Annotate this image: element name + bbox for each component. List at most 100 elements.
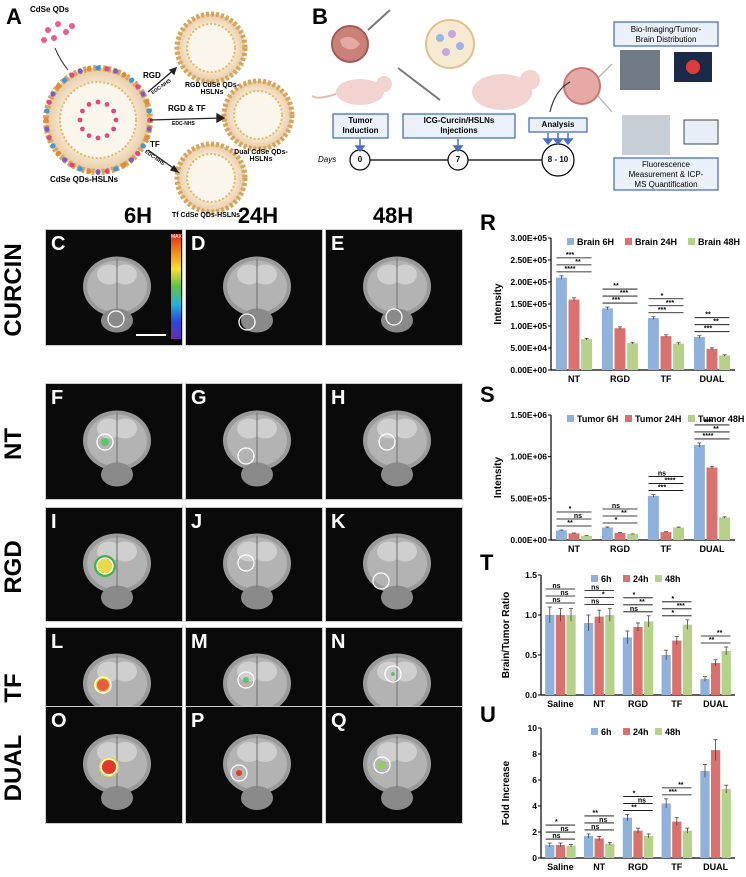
colorbar-max-label: MAX	[171, 234, 182, 240]
bar	[700, 679, 710, 695]
significance-label: ns	[599, 817, 607, 824]
ytick-label: 1.0	[525, 610, 537, 620]
significance-label: ***	[658, 307, 666, 314]
day-8-10: 8 - 10	[547, 155, 569, 164]
days-label: Days	[318, 155, 337, 164]
panel-label-f: F	[51, 387, 64, 409]
colorbar	[171, 234, 181, 339]
bar	[614, 532, 626, 540]
product-dual-label: Dual CdSe QDs- HSLNs	[234, 149, 288, 163]
ytick-label: 3.00E+05	[510, 233, 547, 243]
chart-r: R 0.00E+00 5.00E+04 1.00E+05 1.50E+05 2.00E+0…	[480, 210, 740, 384]
panel-label-j: J	[191, 511, 203, 533]
ytick-label: 4	[532, 801, 537, 811]
brain-panel-f: F	[45, 383, 183, 500]
significance-label: ****	[703, 433, 714, 440]
ytick-label: 1.50E+05	[510, 299, 547, 309]
category-label: NT	[593, 699, 605, 709]
significance-label: *	[633, 592, 636, 599]
brain-panel-d: D	[185, 229, 323, 346]
panel-label-i: I	[51, 511, 57, 533]
significance-label: ***	[704, 326, 712, 333]
significance-label: ns	[612, 503, 620, 510]
product-rgd-label: RGD CdSe QDs- HSLNs	[184, 82, 240, 96]
legend-entry: Brain 24H	[635, 237, 677, 247]
bar	[581, 535, 593, 540]
category-label: NT	[593, 862, 605, 872]
legend-swatch	[567, 415, 574, 422]
legend-swatch	[688, 415, 695, 422]
significance-label: *	[569, 506, 572, 513]
category-label: RGD	[628, 862, 649, 872]
bar	[710, 663, 721, 695]
legend-swatch	[567, 238, 574, 245]
significance-label: ns	[552, 833, 560, 840]
bar	[700, 770, 710, 858]
bar	[672, 821, 682, 858]
bar	[566, 615, 576, 695]
bar	[706, 348, 718, 370]
significance-label: **	[713, 426, 719, 433]
step-injections: ICG-Curcin/HSLNs Injections	[423, 116, 495, 135]
bar	[622, 637, 632, 695]
bar	[647, 495, 659, 540]
ytick-label: 0.0	[525, 690, 537, 700]
significance-label: **	[678, 782, 684, 789]
category-label: RGD	[610, 544, 631, 554]
category-label: RGD	[628, 699, 649, 709]
significance-label: **	[709, 637, 715, 644]
legend-entry: Brain 48H	[698, 237, 740, 247]
brain-panel-k: K	[325, 507, 463, 622]
ylabel: Intensity	[493, 283, 504, 325]
significance-label: *	[615, 517, 618, 524]
significance-label: **	[705, 312, 711, 319]
significance-label: ***	[669, 789, 677, 796]
panel-label-p: P	[191, 710, 205, 732]
panel-label-m: M	[191, 631, 208, 653]
legend-swatch	[688, 238, 695, 245]
bar	[568, 533, 580, 540]
category-label: DUAL	[703, 699, 728, 709]
bar	[601, 308, 613, 370]
chart-label-u: U	[480, 702, 496, 727]
significance-label: *	[633, 790, 636, 797]
bar	[693, 445, 705, 540]
ytick-label: 2	[532, 827, 537, 837]
significance-label: *	[602, 592, 605, 599]
ytick-label: 1.50E+06	[510, 410, 547, 420]
bar	[605, 615, 615, 695]
legend-swatch	[623, 728, 630, 735]
bar	[682, 830, 693, 858]
legend-entry: 48h	[665, 574, 681, 584]
bar	[661, 655, 671, 695]
bar	[627, 534, 639, 540]
significance-label: ns	[638, 797, 646, 804]
significance-label: **	[567, 520, 573, 527]
legend-entry: Tumor 24H	[635, 414, 681, 424]
brain-panel-g: G	[185, 383, 323, 500]
panel-label-n: N	[331, 631, 346, 653]
significance-label: **	[713, 319, 719, 326]
bar	[719, 517, 731, 540]
bar	[555, 530, 567, 540]
bar	[644, 621, 654, 695]
panel-label-h: H	[331, 387, 346, 409]
ytick-label: 0.00E+00	[510, 535, 547, 545]
significance-label: **	[639, 599, 645, 606]
significance-label: ***	[612, 297, 620, 304]
ytick-label: 5.00E+04	[510, 343, 547, 353]
category-label: NT	[568, 544, 580, 554]
bar	[594, 838, 604, 858]
column-header-6h: 6H	[123, 203, 153, 228]
category-label: TF	[671, 862, 682, 872]
column-header-24h: 24H	[237, 203, 279, 228]
bar	[719, 355, 731, 370]
brain-panel-c: C MAX	[45, 229, 183, 346]
chart-label-r: R	[480, 210, 496, 235]
ytick-label: 5.00E+05	[510, 493, 547, 503]
brain-panel-o: O	[45, 706, 183, 824]
brain-panel-q: Q	[325, 706, 463, 824]
box-fluorescence: Fluorescence Measurement & ICP- MS Quantif…	[628, 160, 704, 189]
significance-label: ***	[704, 419, 712, 426]
